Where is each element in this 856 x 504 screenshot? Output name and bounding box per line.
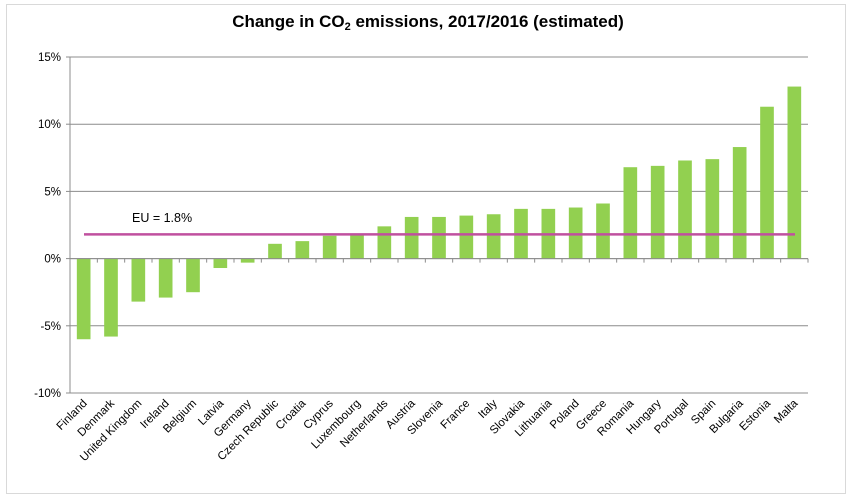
bar [596,203,610,259]
bar [76,258,91,340]
chart-title-post: emissions, 2017/2016 (estimated) [350,12,624,31]
bar [787,86,802,259]
bar [432,216,446,259]
y-tick-label: 15% [38,52,61,64]
category-label: France [439,398,473,432]
y-tick-label: -5% [41,321,61,333]
y-tick-label: 0% [44,254,61,266]
bar [678,160,692,259]
bar [322,235,337,259]
bar [486,214,501,259]
bar [186,258,200,293]
bar [158,258,173,298]
bar [459,215,474,259]
category-label: Italy [476,397,500,421]
bar [760,106,774,259]
bar [732,147,747,259]
bar [568,207,583,259]
category-label: Estonia [738,397,774,433]
chart-title-subscript: 2 [344,21,351,33]
bar [623,167,638,259]
bar [295,241,310,259]
bar [104,258,118,337]
category-label: Croatia [274,397,309,432]
chart-title-pre: Change in CO [232,12,345,31]
bar [131,258,146,302]
bar [350,234,364,259]
bar [240,258,255,263]
bar [213,258,228,269]
bar [705,159,720,259]
y-tick-label: 5% [44,186,61,198]
bar [650,165,665,259]
eu-average-label: EU = 1.8% [132,211,192,225]
bar [268,243,282,259]
y-tick-label: -10% [34,388,61,400]
bar [404,216,419,259]
category-label: Malta [772,397,801,426]
y-tick-label: 10% [38,119,61,131]
bar [377,226,392,259]
chart-title: Change in CO2 emissions, 2017/2016 (esti… [0,12,856,33]
